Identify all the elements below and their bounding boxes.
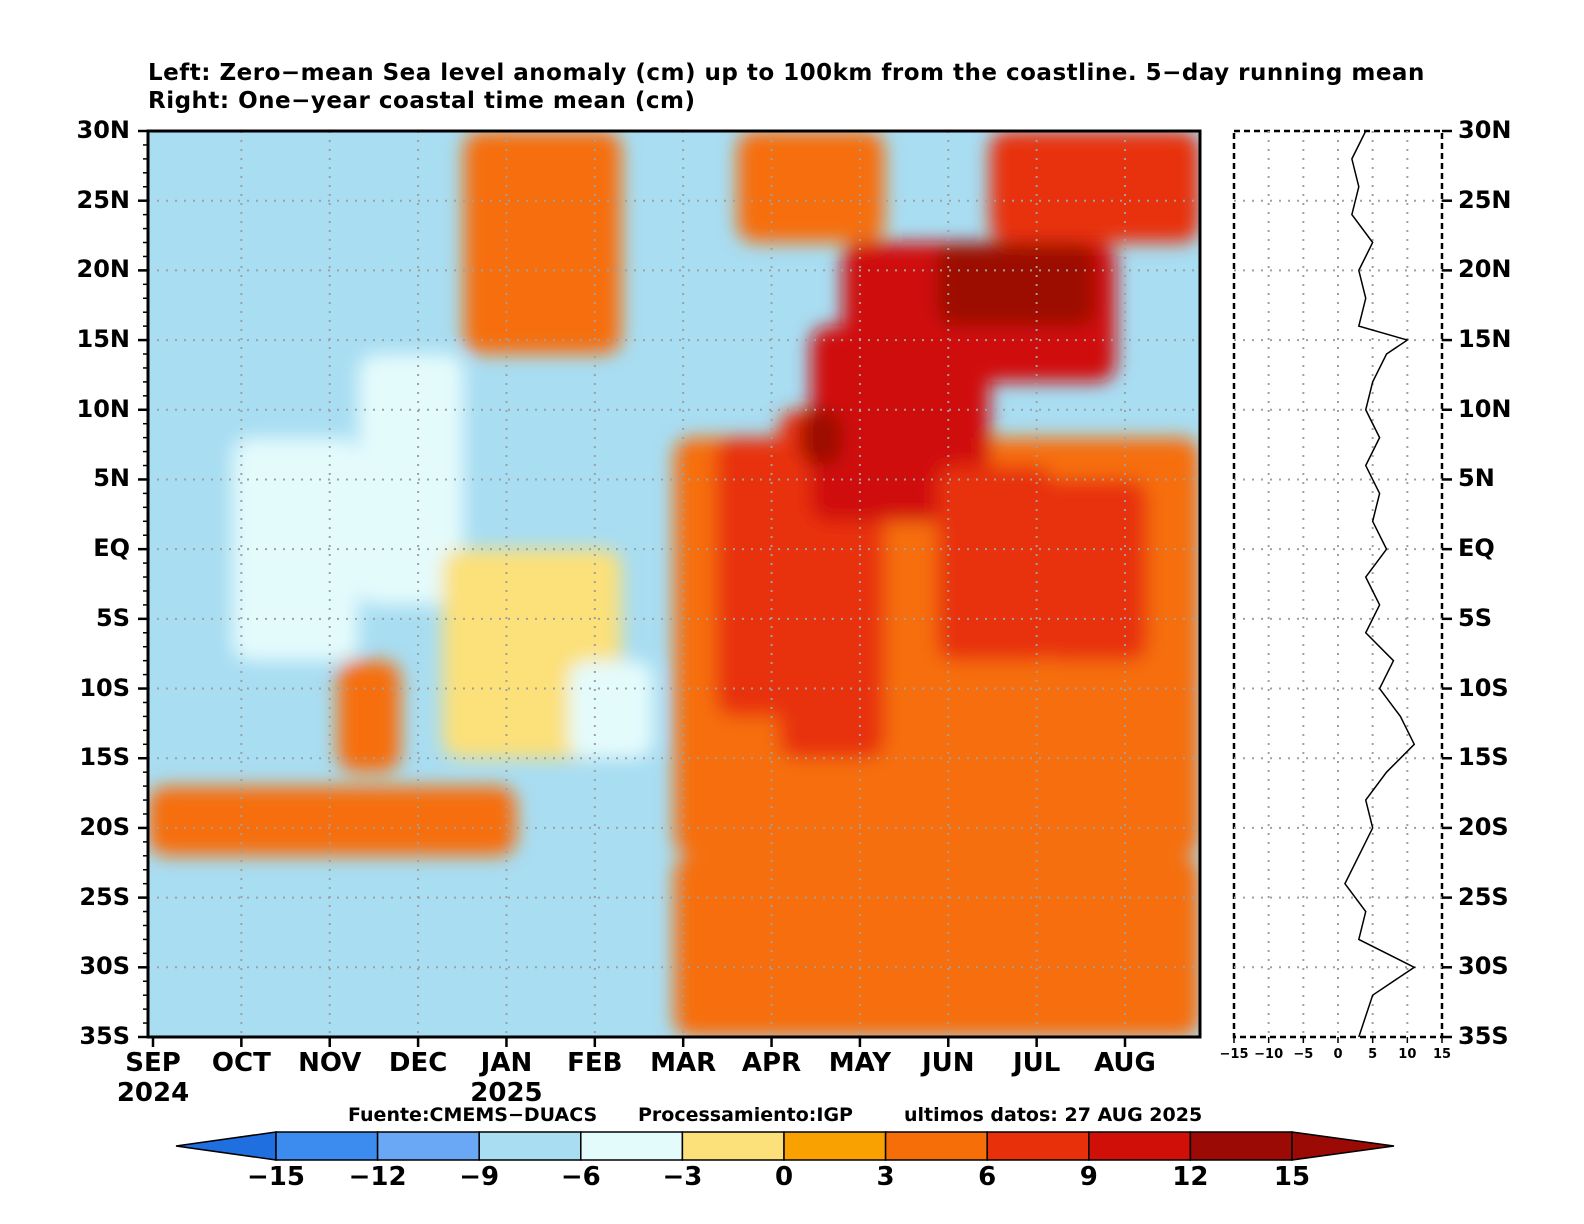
colorbar-bin [478,1131,582,1161]
y-tick-label-right: 30S [1458,952,1509,981]
colorbar-tick-label: −15 [247,1162,305,1192]
chart-title-line-2: Right: One−year coastal time mean (cm) [148,88,696,114]
colorbar-tick-label: −12 [348,1162,407,1192]
y-tick-label-left: 25N [76,185,130,214]
colorbar-tick-label: 6 [978,1162,997,1192]
y-tick-label-left: 10N [76,394,130,423]
y-tick-label-left: 30S [79,952,130,981]
panel-x-tick-label: −15 [1219,1047,1249,1062]
colorbar-tick-label: 0 [774,1162,794,1192]
y-tick-label-right: 10S [1458,673,1509,702]
x-tick-label: JAN [480,1048,533,1078]
y-tick-label-left: 20N [76,255,130,284]
credit-last-data: ultimos datos: 27 AUG 2025 [904,1104,1203,1126]
x-tick-label: JUN [921,1048,975,1078]
year-label: 2024 [116,1078,190,1108]
colorbar-tick-label: −3 [662,1162,703,1192]
colorbar-tick-label: −9 [459,1162,500,1192]
y-tick-label-left: 20S [79,812,130,841]
x-tick-label: APR [741,1048,802,1078]
anomaly-region-15 [568,660,653,759]
colorbar [175,1131,1395,1161]
x-tick-label: JUL [1012,1048,1061,1078]
colorbar-bin [681,1131,785,1161]
colorbar-bin [376,1131,480,1161]
panel-x-tick-label: 10 [1398,1047,1417,1062]
y-tick-label-left: 25S [79,882,130,911]
y-tick-label-left: 35S [79,1022,130,1050]
y-tick-label-left: 5N [93,464,130,493]
panel-x-tick-label: −5 [1293,1047,1314,1062]
y-tick-label-right: 30N [1458,116,1512,144]
credit-processing: Processamiento:IGP [638,1104,853,1126]
y-tick-label-right: 25S [1458,882,1509,911]
panel-x-tick-label: 15 [1432,1047,1452,1062]
y-tick-label-right: 5N [1458,464,1495,493]
colorbar-tick-label: 9 [1079,1162,1098,1192]
anomaly-region-11 [337,660,401,773]
colorbar-low-arrow [175,1131,277,1161]
y-tick-label-right: 20S [1458,812,1509,841]
panel-x-tick-label: 0 [1333,1047,1343,1062]
x-tick-label: NOV [298,1048,362,1078]
colorbar-bin [884,1131,988,1161]
y-tick-label-right: 25N [1458,185,1512,214]
y-tick-label-left: 5S [96,603,130,632]
colorbar-bin [275,1131,379,1161]
anomaly-region-7 [1042,479,1148,661]
y-tick-label-left: 30N [76,116,130,144]
colorbar-tick-label: 15 [1273,1162,1311,1192]
x-tick-label: SEP [125,1048,181,1078]
y-tick-label-left: 10S [79,673,130,702]
mean-panel-frame [1232,129,1444,1039]
y-tick-label-left: 15N [76,325,130,354]
anomaly-region-17 [737,131,885,243]
credit-source: Fuente:CMEMS−DUACS [348,1104,598,1126]
y-tick-label-right: 15S [1458,743,1509,772]
anomaly-region-10 [148,786,517,856]
heatmap-panel [138,129,1452,1047]
colorbar-tick-label: −6 [560,1162,601,1192]
colorbar-bin [1088,1131,1192,1161]
anomaly-region-16 [463,131,622,355]
colorbar-bin [986,1131,1090,1161]
y-tick-label-left: EQ [93,534,130,563]
x-tick-label: FEB [567,1048,623,1078]
anomaly-region-0 [674,855,1200,1037]
y-tick-label-right: 20N [1458,255,1512,284]
chart-title-line-1: Left: Zero−mean Sea level anomaly (cm) u… [148,60,1425,86]
anomaly-region-8 [937,242,1095,327]
colorbar-bin [580,1131,684,1161]
anomaly-region-9 [800,409,843,466]
colorbar-bin [783,1131,887,1161]
anomaly-region-6 [937,465,1053,661]
y-tick-label-right: 10N [1458,394,1512,423]
y-tick-label-right: 5S [1458,603,1492,632]
year-label: 2025 [470,1078,543,1108]
anomaly-region-18 [989,131,1200,243]
x-tick-label: AUG [1094,1048,1156,1078]
heatmap-frame [146,129,1202,1039]
x-tick-label: DEC [388,1048,448,1078]
colorbar-tick-label: 3 [876,1162,895,1192]
y-tick-label-right: 15N [1458,325,1512,354]
anomaly-region-12 [232,437,359,661]
x-tick-label: MAR [650,1048,717,1078]
colorbar-tick-label: 12 [1172,1162,1209,1192]
y-tick-label-left: 15S [79,743,130,772]
colorbar-bin [1189,1131,1293,1161]
y-tick-label-right: 35S [1458,1022,1509,1050]
y-tick-label-right: EQ [1458,534,1495,563]
colorbar-high-arrow [1291,1131,1395,1161]
x-tick-label: OCT [211,1048,271,1078]
mean-panel [1232,129,1444,1043]
panel-x-tick-label: −10 [1254,1047,1284,1062]
mean-series-line [1344,130,1416,1038]
panel-x-tick-label: 5 [1368,1047,1378,1062]
x-tick-label: MAY [828,1048,892,1078]
